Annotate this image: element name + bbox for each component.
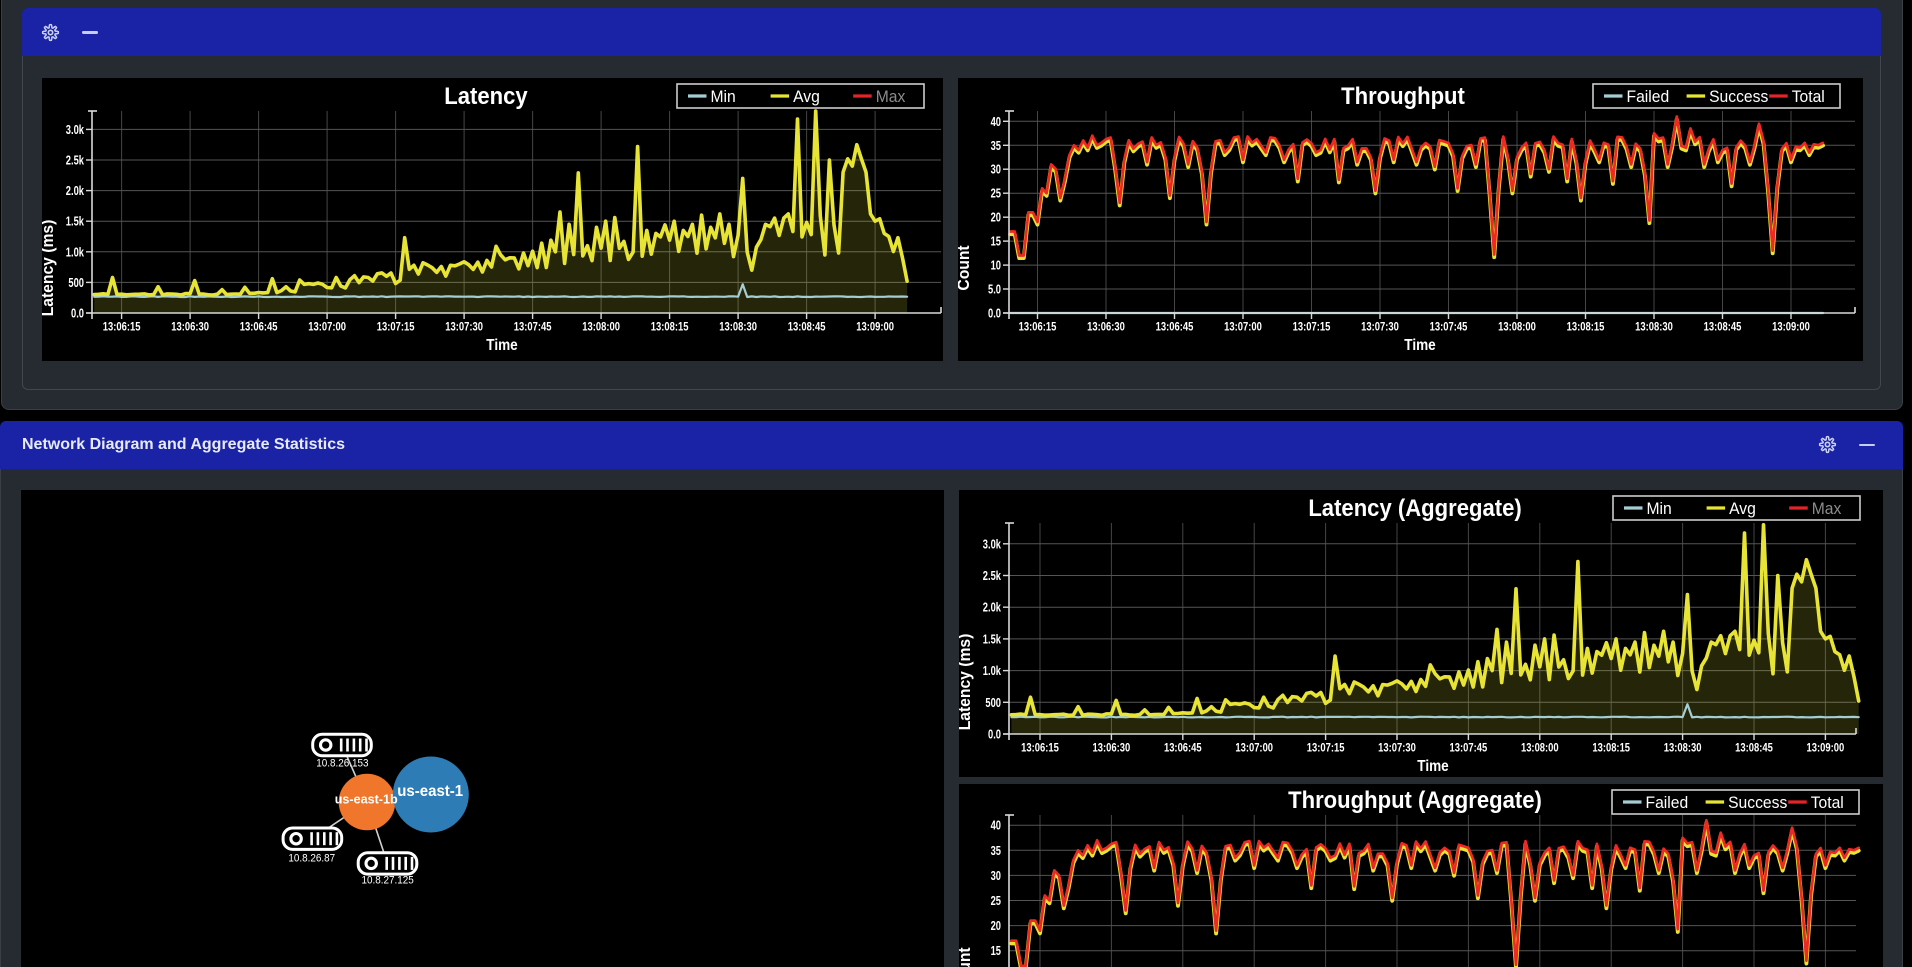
svg-text:Time: Time [1404, 337, 1435, 354]
svg-text:20: 20 [991, 211, 1001, 225]
svg-text:1.5k: 1.5k [983, 633, 1002, 647]
svg-text:0.0: 0.0 [988, 728, 1001, 742]
svg-text:20: 20 [991, 920, 1001, 934]
svg-text:13:08:45: 13:08:45 [1735, 742, 1773, 755]
svg-text:10: 10 [991, 259, 1001, 273]
svg-text:Time: Time [486, 337, 517, 354]
svg-text:13:07:15: 13:07:15 [1307, 742, 1345, 755]
svg-text:2.5k: 2.5k [983, 570, 1002, 584]
svg-text:Failed: Failed [1627, 87, 1670, 105]
svg-text:13:08:15: 13:08:15 [1592, 742, 1630, 755]
svg-text:13:07:30: 13:07:30 [445, 321, 483, 334]
svg-text:Latency (ms): Latency (ms) [959, 634, 974, 731]
svg-text:0.0: 0.0 [988, 307, 1001, 321]
svg-text:13:08:30: 13:08:30 [1635, 321, 1673, 334]
svg-text:25: 25 [991, 895, 1001, 909]
svg-text:500: 500 [985, 696, 1001, 710]
svg-text:Min: Min [711, 87, 736, 105]
svg-text:15: 15 [991, 235, 1001, 249]
svg-text:30: 30 [991, 870, 1001, 884]
svg-text:13:07:00: 13:07:00 [1224, 321, 1262, 334]
svg-text:10.8.27.125: 10.8.27.125 [361, 875, 413, 887]
svg-text:Latency (Aggregate): Latency (Aggregate) [1308, 494, 1521, 521]
svg-text:13:07:45: 13:07:45 [1450, 742, 1488, 755]
svg-text:40: 40 [991, 819, 1001, 833]
svg-text:Avg: Avg [793, 87, 820, 105]
svg-text:Max: Max [1812, 499, 1842, 517]
svg-text:2.0k: 2.0k [66, 185, 85, 199]
svg-text:13:08:45: 13:08:45 [788, 321, 826, 334]
svg-text:13:09:00: 13:09:00 [856, 321, 894, 334]
svg-text:30: 30 [991, 163, 1001, 177]
svg-text:13:07:00: 13:07:00 [1235, 742, 1273, 755]
svg-text:13:08:30: 13:08:30 [1664, 742, 1702, 755]
svg-text:3.0k: 3.0k [983, 538, 1002, 552]
svg-text:Min: Min [1647, 499, 1672, 517]
svg-text:13:08:15: 13:08:15 [1567, 321, 1605, 334]
svg-text:Count: Count [959, 947, 974, 967]
svg-text:13:08:15: 13:08:15 [651, 321, 689, 334]
svg-text:3.0k: 3.0k [66, 124, 85, 138]
svg-text:13:07:15: 13:07:15 [1293, 321, 1331, 334]
svg-text:13:07:15: 13:07:15 [377, 321, 415, 334]
svg-text:Max: Max [876, 87, 906, 105]
svg-text:1.5k: 1.5k [66, 215, 85, 229]
svg-text:us-east-1b: us-east-1b [335, 791, 398, 806]
svg-text:13:08:00: 13:08:00 [1498, 321, 1536, 334]
svg-text:13:08:30: 13:08:30 [719, 321, 757, 334]
svg-text:13:06:45: 13:06:45 [240, 321, 278, 334]
svg-text:13:06:15: 13:06:15 [1019, 321, 1057, 334]
svg-text:Failed: Failed [1646, 793, 1689, 811]
svg-text:13:06:15: 13:06:15 [1021, 742, 1059, 755]
svg-text:Latency: Latency [444, 82, 528, 109]
svg-text:40: 40 [991, 115, 1001, 129]
svg-text:us-east-1: us-east-1 [397, 783, 463, 800]
svg-text:13:09:00: 13:09:00 [1807, 742, 1845, 755]
svg-text:2.0k: 2.0k [983, 601, 1002, 615]
svg-text:Throughput (Aggregate): Throughput (Aggregate) [1288, 786, 1542, 813]
svg-text:13:08:45: 13:08:45 [1704, 321, 1742, 334]
svg-text:13:06:45: 13:06:45 [1156, 321, 1194, 334]
svg-text:13:08:00: 13:08:00 [582, 321, 620, 334]
svg-text:13:07:00: 13:07:00 [308, 321, 346, 334]
svg-text:13:08:00: 13:08:00 [1521, 742, 1559, 755]
svg-text:Success: Success [1728, 793, 1787, 811]
svg-text:13:07:45: 13:07:45 [1430, 321, 1468, 334]
svg-text:10.8.26.87: 10.8.26.87 [288, 853, 335, 865]
svg-text:Throughput: Throughput [1341, 82, 1465, 109]
svg-text:13:06:30: 13:06:30 [1087, 321, 1125, 334]
svg-text:13:06:30: 13:06:30 [1093, 742, 1131, 755]
svg-text:Latency (ms): Latency (ms) [42, 220, 57, 317]
svg-text:Total: Total [1811, 793, 1844, 811]
svg-text:13:06:15: 13:06:15 [103, 321, 141, 334]
svg-text:13:06:30: 13:06:30 [171, 321, 209, 334]
svg-text:Total: Total [1792, 87, 1825, 105]
svg-text:13:06:45: 13:06:45 [1164, 742, 1202, 755]
svg-text:35: 35 [991, 139, 1001, 153]
svg-text:0.0: 0.0 [71, 307, 84, 321]
svg-text:35: 35 [991, 844, 1001, 858]
svg-text:Avg: Avg [1729, 499, 1756, 517]
svg-text:15: 15 [991, 945, 1001, 959]
svg-text:Success: Success [1709, 87, 1768, 105]
svg-text:13:07:30: 13:07:30 [1361, 321, 1399, 334]
svg-text:13:09:00: 13:09:00 [1772, 321, 1810, 334]
svg-text:1.0k: 1.0k [66, 246, 85, 260]
svg-text:13:07:45: 13:07:45 [514, 321, 552, 334]
svg-text:500: 500 [68, 277, 84, 291]
svg-text:2.5k: 2.5k [66, 154, 85, 168]
svg-text:13:07:30: 13:07:30 [1378, 742, 1416, 755]
svg-text:5.0: 5.0 [988, 283, 1001, 297]
svg-text:10.8.26.153: 10.8.26.153 [316, 758, 368, 770]
svg-text:1.0k: 1.0k [983, 665, 1002, 679]
svg-text:Count: Count [958, 245, 973, 291]
svg-text:25: 25 [991, 187, 1001, 201]
svg-text:Time: Time [1417, 758, 1448, 775]
